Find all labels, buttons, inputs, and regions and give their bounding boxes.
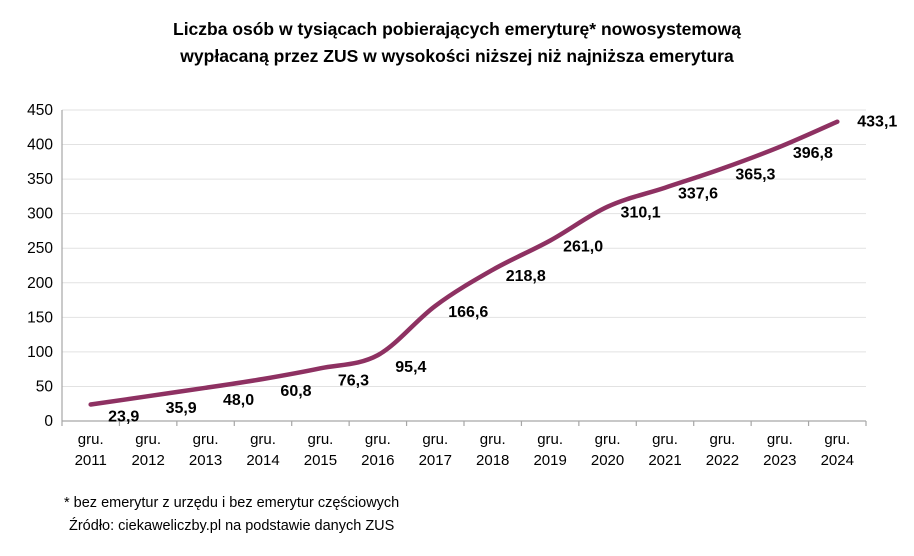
- chart-footnotes: * bez emerytur z urzędu i bez emerytur c…: [64, 492, 399, 538]
- x-axis-tick-label-year: 2013: [189, 452, 222, 469]
- y-axis-tick-label: 200: [27, 275, 53, 292]
- x-axis-tick-label-month: gru.: [767, 431, 793, 448]
- y-axis-tick-label: 250: [27, 240, 53, 257]
- data-label: 23,9: [108, 408, 139, 425]
- series-line: [88, 119, 840, 407]
- x-axis-tick-label-month: gru.: [652, 431, 678, 448]
- y-axis-tick-label: 400: [27, 137, 53, 154]
- data-label: 396,8: [793, 145, 833, 162]
- data-label: 218,8: [506, 268, 546, 285]
- y-axis-tick-label: 300: [27, 206, 53, 223]
- data-label: 166,6: [448, 304, 488, 321]
- data-label: 60,8: [280, 383, 311, 400]
- chart-title-line1: Liczba osób w tysiącach pobierających em…: [173, 19, 741, 39]
- footnote-asterisk: * bez emerytur z urzędu i bez emerytur c…: [64, 495, 400, 511]
- x-axis-tick-label-year: 2020: [591, 452, 624, 469]
- y-axis-tick-label: 450: [27, 102, 53, 119]
- x-axis-tick-label-year: 2023: [763, 452, 796, 469]
- chart-title: Liczba osób w tysiącach pobierających em…: [0, 16, 914, 70]
- y-axis-tick-label: 100: [27, 344, 53, 361]
- y-axis-tick-label: 0: [44, 413, 53, 430]
- x-axis-tick-label-year: 2021: [648, 452, 681, 469]
- data-label: 261,0: [563, 239, 603, 256]
- x-axis-tick-label-month: gru.: [135, 431, 161, 448]
- data-label: 310,1: [621, 205, 661, 222]
- x-axis-tick-label-month: gru.: [250, 431, 276, 448]
- y-axis-tick-label: 150: [27, 309, 53, 326]
- x-axis-tick-label-month: gru.: [307, 431, 333, 448]
- x-axis-tick-label-month: gru.: [595, 431, 621, 448]
- footnote-source: Źródło: ciekaweliczby.pl na podstawie da…: [69, 518, 395, 534]
- x-axis-tick-label-year: 2019: [533, 452, 566, 469]
- x-axis-tick-label-month: gru.: [422, 431, 448, 448]
- x-axis-tick-label-year: 2022: [706, 452, 739, 469]
- data-label: 76,3: [338, 372, 369, 389]
- x-axis-tick-label-year: 2015: [304, 452, 337, 469]
- chart-title-line2: wypłacaną przez ZUS w wysokości niższej …: [180, 46, 734, 66]
- data-label: 365,3: [735, 167, 775, 184]
- x-axis-tick-label-month: gru.: [709, 431, 735, 448]
- y-axis-tick-label: 350: [27, 171, 53, 188]
- data-label: 337,6: [678, 186, 718, 203]
- x-axis-tick-label-month: gru.: [193, 431, 219, 448]
- x-axis-tick-label-month: gru.: [480, 431, 506, 448]
- x-axis-tick-label-year: 2014: [246, 452, 279, 469]
- data-label: 48,0: [223, 392, 254, 409]
- x-axis-tick-label-month: gru.: [824, 431, 850, 448]
- x-axis-tick-label-year: 2012: [131, 452, 164, 469]
- x-axis-tick-label-year: 2018: [476, 452, 509, 469]
- x-axis-tick-label-year: 2024: [821, 452, 854, 469]
- x-axis-tick-label-year: 2016: [361, 452, 394, 469]
- data-label: 433,1: [857, 114, 897, 131]
- x-axis-tick-label-month: gru.: [537, 431, 563, 448]
- x-axis-tick-label-month: gru.: [78, 431, 104, 448]
- x-axis-tick-label-month: gru.: [365, 431, 391, 448]
- y-axis-tick-label: 50: [36, 378, 54, 395]
- x-axis-tick-label-year: 2017: [419, 452, 452, 469]
- data-label: 35,9: [166, 400, 197, 417]
- x-axis-tick-label-year: 2011: [75, 452, 107, 469]
- data-label: 95,4: [395, 359, 426, 376]
